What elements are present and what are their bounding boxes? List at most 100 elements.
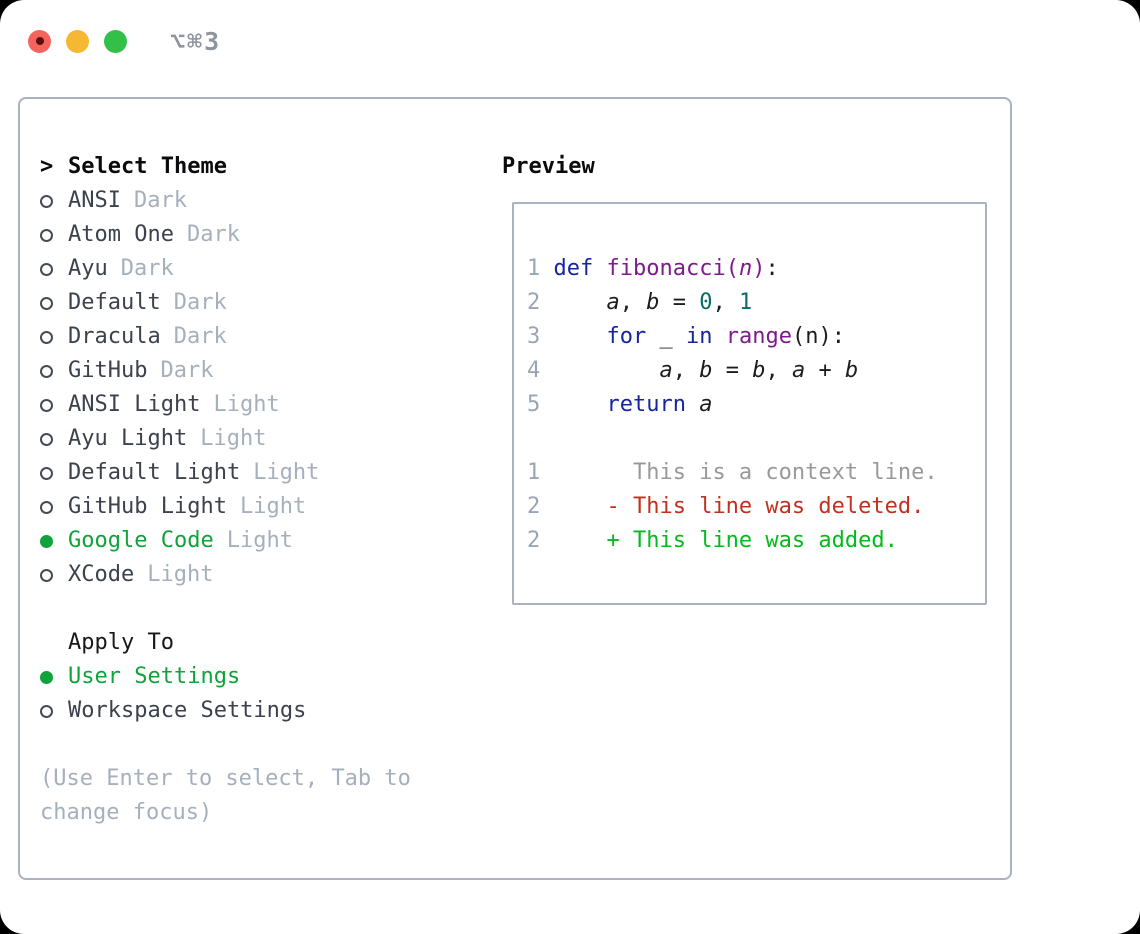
theme-option-ayu-dark[interactable]: Ayu Dark	[40, 252, 480, 286]
code-line: 5 return a	[527, 388, 985, 422]
theme-name: XCode	[68, 562, 135, 587]
radio-marker	[40, 704, 68, 718]
code-token: 0	[699, 290, 713, 315]
theme-option-default-dark[interactable]: Default Dark	[40, 286, 480, 320]
minimize-button[interactable]	[66, 29, 89, 53]
theme-variant: Light	[213, 392, 280, 417]
code-line: 2 + This line was added.	[527, 524, 985, 558]
code-token	[712, 324, 725, 349]
theme-variant: Light	[226, 528, 293, 553]
apply-to-options-list: User Settings Workspace Settings	[40, 660, 480, 728]
code-token: ,	[765, 358, 792, 383]
theme-option-default-light-light[interactable]: Default Light Light	[40, 456, 480, 490]
theme-option-ayu-light-light[interactable]: Ayu Light Light	[40, 422, 480, 456]
theme-variant: Dark	[133, 188, 187, 213]
theme-name: Google Code	[68, 528, 214, 553]
select-theme-title: Select Theme	[68, 154, 227, 179]
apply-option-user-settings[interactable]: User Settings	[40, 660, 480, 694]
apply-to-header: Apply To	[40, 626, 480, 660]
radio-icon	[40, 432, 53, 446]
theme-variant: Light	[147, 562, 214, 587]
code-token: This is a context line.	[553, 460, 938, 485]
apply-option-workspace-settings[interactable]: Workspace Settings	[40, 694, 480, 728]
code-token: for	[606, 324, 647, 349]
theme-option-github-dark[interactable]: GitHub Dark	[40, 354, 480, 388]
theme-variant: Dark	[120, 256, 174, 281]
theme-variant: Light	[200, 426, 267, 451]
code-token: def	[553, 256, 594, 281]
code-token	[554, 290, 607, 315]
zoom-button[interactable]	[104, 29, 127, 53]
apply-option-label: Workspace Settings	[68, 698, 307, 723]
radio-selected-icon	[40, 534, 53, 548]
theme-option-ansi-dark[interactable]: ANSI Dark	[40, 184, 480, 218]
code-line	[527, 422, 985, 456]
code-token: _	[646, 324, 686, 349]
code-token: b	[844, 358, 859, 383]
radio-marker	[40, 262, 68, 276]
theme-name: ANSI Light	[68, 392, 201, 417]
select-theme-header: > Select Theme	[40, 150, 480, 184]
line-number: 2	[527, 528, 541, 553]
code-token: range	[725, 324, 792, 349]
theme-variant: Light	[253, 460, 320, 485]
code-token: ,	[619, 290, 647, 315]
code-line: 2 a, b = 0, 1	[527, 286, 985, 320]
theme-selector-panel: > Select Theme ANSI Dark Atom One Dark Ayu Da…	[18, 97, 1012, 880]
code-token	[593, 256, 606, 281]
code-token: a	[606, 290, 620, 315]
code-line: 1 def fibonacci(n):	[527, 252, 985, 286]
theme-option-xcode-light[interactable]: XCode Light	[40, 558, 480, 592]
help-text: (Use Enter to select, Tab to change focu…	[40, 766, 411, 825]
window-titlebar: ⌥⌘3	[28, 26, 221, 56]
radio-icon	[40, 194, 53, 208]
code-token: 1	[738, 290, 753, 315]
radio-icon	[40, 364, 53, 378]
theme-variant: Dark	[173, 324, 227, 349]
selection-pointer-icon: >	[40, 154, 54, 179]
radio-marker	[40, 364, 68, 378]
window-title: ⌥⌘3	[170, 26, 222, 56]
theme-variant: Light	[239, 494, 307, 519]
code-token: +	[805, 358, 845, 383]
line-number: 4	[527, 358, 541, 383]
theme-name: Atom One	[68, 222, 174, 247]
radio-marker	[40, 466, 68, 480]
code-token: - This line was deleted.	[553, 494, 925, 519]
theme-name: GitHub Light	[68, 494, 227, 519]
theme-variant: Dark	[173, 290, 227, 315]
code-token: in	[685, 324, 713, 349]
theme-option-atom-one-dark[interactable]: Atom One Dark	[40, 218, 480, 252]
code-token	[554, 392, 607, 417]
apply-option-label: User Settings	[68, 664, 241, 689]
spacer	[40, 592, 480, 626]
theme-name: Ayu Light	[68, 426, 188, 451]
radio-icon	[40, 296, 53, 310]
radio-marker	[40, 194, 68, 208]
code-token: b	[752, 358, 766, 383]
theme-option-ansi-light-light[interactable]: ANSI Light Light	[40, 388, 480, 422]
theme-name: GitHub	[68, 358, 148, 383]
code-line: 1 This is a context line.	[527, 456, 985, 490]
preview-title: Preview	[502, 154, 595, 179]
code-token: :	[765, 256, 779, 281]
line-number: 2	[527, 290, 541, 315]
close-button[interactable]	[28, 29, 51, 53]
code-token: ,	[672, 358, 700, 383]
theme-name: Default	[68, 290, 161, 315]
theme-option-dracula-dark[interactable]: Dracula Dark	[40, 320, 480, 354]
code-token: a	[699, 392, 713, 417]
theme-option-google-code-light[interactable]: Google Code Light	[40, 524, 480, 558]
radio-icon	[40, 500, 53, 514]
code-line: 3 for _ in range(n):	[527, 320, 985, 354]
radio-marker	[40, 670, 68, 684]
code-token: n	[738, 256, 753, 281]
theme-variant: Dark	[186, 222, 240, 247]
line-number: 1	[527, 460, 541, 485]
theme-variant: Dark	[160, 358, 214, 383]
radio-icon	[40, 228, 53, 242]
theme-option-github-light-light[interactable]: GitHub Light Light	[40, 490, 480, 524]
code-token	[554, 358, 660, 383]
